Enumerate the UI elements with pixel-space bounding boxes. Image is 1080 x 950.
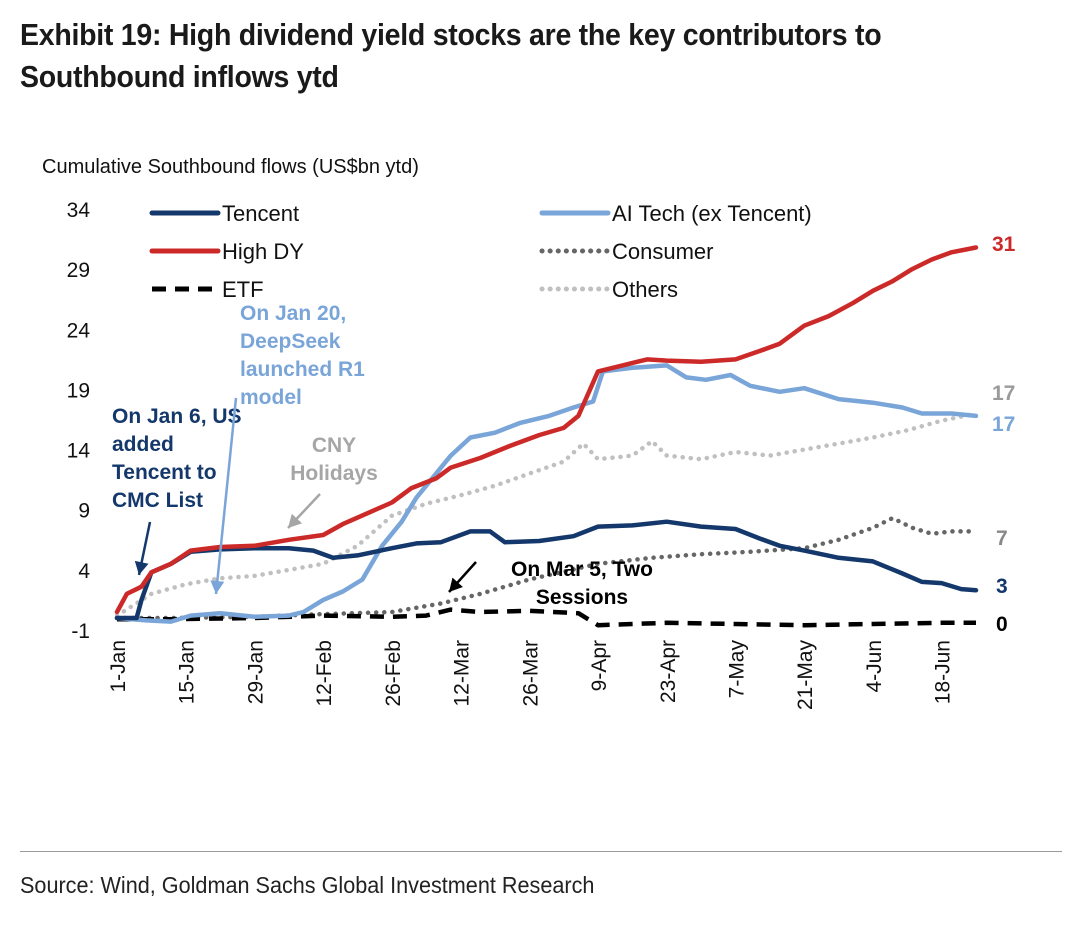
- x-tick-label: 12-Feb: [313, 640, 336, 707]
- series-line-high-dy: [114, 245, 979, 615]
- footer-divider: [20, 851, 1062, 852]
- chart-title-line-1: Exhibit 19: High dividend yield stocks a…: [20, 17, 882, 52]
- series-line-etf: [117, 607, 976, 628]
- chart-title: Exhibit 19: High dividend yield stocks a…: [20, 14, 977, 98]
- annotation-jan6: On Jan 6, US added Tencent to CMC List: [112, 405, 242, 512]
- y-tick-label: 24: [67, 319, 91, 342]
- y-tick-label: 29: [67, 259, 90, 282]
- annotation-arrow-jan20: [210, 397, 238, 595]
- legend-label: Others: [612, 277, 678, 302]
- series-line-ai-tech-ex-tencent: [114, 363, 979, 624]
- x-tick-label: 29-Jan: [244, 640, 267, 704]
- x-tick-label: 18-Jun: [932, 640, 955, 704]
- y-tick-label: 9: [78, 500, 90, 523]
- x-tick-label: 4-Jun: [863, 640, 886, 693]
- legend-label: Tencent: [222, 201, 299, 226]
- x-tick-label: 15-Jan: [176, 640, 199, 704]
- series-lines: [114, 245, 979, 628]
- annotation-mar5: On Mar 5, Two Sessions: [511, 558, 653, 609]
- x-tick-label: 7-May: [725, 640, 748, 699]
- end-label: 0: [996, 613, 1008, 636]
- x-tick-label: 26-Feb: [382, 640, 405, 707]
- x-tick-label: 9-Apr: [588, 640, 611, 691]
- end-label: 3: [996, 575, 1008, 598]
- legend-label: AI Tech (ex Tencent): [612, 201, 812, 226]
- source-note: Source: Wind, Goldman Sachs Global Inves…: [20, 872, 595, 898]
- y-tick-label: 4: [78, 560, 90, 583]
- x-tick-label: 23-Apr: [657, 640, 680, 703]
- annotation-jan20: On Jan 20, DeepSeek launched R1 model: [240, 302, 365, 409]
- y-tick-label: -1: [71, 620, 90, 643]
- legend-label: Consumer: [612, 239, 713, 264]
- end-label: 17: [992, 382, 1015, 405]
- line-chart: -1 4 9 14 19 24 29 34 1-Jan 15-Jan 29-Jan 12-Feb 26…: [67, 199, 1016, 711]
- x-tick-label: 21-May: [794, 640, 817, 711]
- end-label: 31: [992, 233, 1016, 256]
- annotation-arrow-mar5: [448, 561, 477, 593]
- end-label: 17: [992, 413, 1015, 436]
- legend-label: ETF: [222, 277, 264, 302]
- series-line-others: [114, 411, 979, 618]
- annotation-arrow-jan6: [134, 521, 152, 576]
- y-axis-label: Cumulative Southbound flows (US$bn ytd): [42, 156, 419, 178]
- x-tick-label: 12-Mar: [451, 640, 474, 707]
- y-tick-label: 34: [67, 199, 91, 222]
- y-tick-label: 14: [67, 440, 91, 463]
- x-axis: 1-Jan 15-Jan 29-Jan 12-Feb 26-Feb 12-Mar 26-Ma…: [107, 640, 955, 711]
- y-tick-label: 19: [67, 379, 90, 402]
- end-label: 7: [996, 527, 1008, 550]
- x-tick-label: 1-Jan: [107, 640, 130, 693]
- legend-label: High DY: [222, 239, 304, 264]
- legend: Tencent AI Tech (ex Tencent) High DY Consum…: [149, 201, 812, 302]
- x-tick-label: 26-Mar: [519, 640, 542, 707]
- annotation-arrow-cny: [287, 493, 321, 529]
- annotation-cny: CNY Holidays: [290, 434, 378, 485]
- y-axis: -1 4 9 14 19 24 29 34: [67, 199, 91, 643]
- chart-title-line-2: Southbound inflows ytd: [20, 59, 339, 94]
